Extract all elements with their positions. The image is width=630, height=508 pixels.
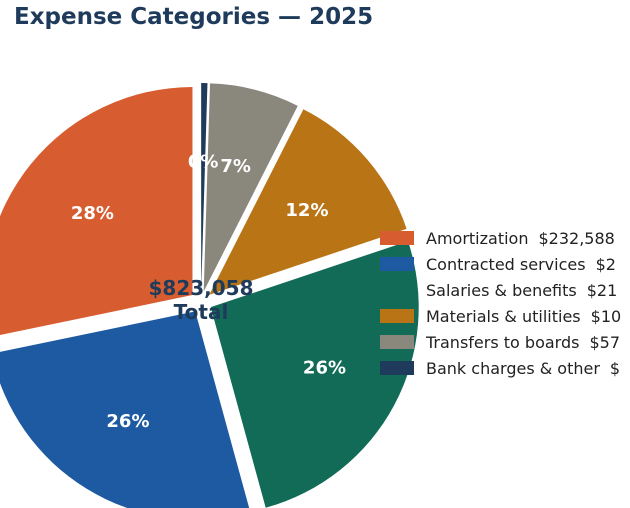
- pie-slice-transfers-to-boards: [203, 83, 298, 292]
- pie-slice-amortization: [0, 87, 193, 336]
- legend-swatch: [380, 335, 414, 349]
- legend-item-salaries-and-benefits: Salaries & benefits $21: [380, 277, 630, 303]
- pie-slices: [0, 83, 419, 508]
- legend-swatch: [380, 361, 414, 375]
- pie-percent-label-materials-and-utilities: 12%: [285, 200, 328, 221]
- legend-label: Bank charges & other: [426, 358, 600, 378]
- legend-label: Materials & utilities: [426, 306, 581, 326]
- legend-item-materials-and-utilities: Materials & utilities $10: [380, 303, 630, 329]
- pie-percent-label-amortization: 28%: [71, 203, 114, 224]
- chart-title: Expense Categories — 2025: [14, 4, 374, 30]
- pie-percent-label-bank-charges-and-other: 0%: [188, 152, 219, 173]
- legend-amount: $21: [586, 280, 618, 300]
- legend-item-contracted-services: Contracted services $2: [380, 251, 630, 277]
- legend-label: Amortization: [426, 228, 529, 248]
- pie-slice-contracted-services: [0, 311, 250, 508]
- legend-amount: $57: [589, 332, 620, 352]
- legend-amount: $10: [590, 306, 622, 326]
- legend-swatch: [380, 283, 414, 297]
- pie-percent-label-transfers-to-boards: 7%: [220, 156, 251, 177]
- legend-item-amortization: Amortization $232,588: [380, 225, 630, 251]
- pie-percent-label-contracted-services: 26%: [106, 411, 149, 432]
- legend-amount: $2: [595, 254, 616, 274]
- legend-amount: $232,588: [538, 228, 615, 248]
- pie-slice-salaries-and-benefits: [210, 241, 419, 508]
- legend-label: Contracted services: [426, 254, 586, 274]
- legend-item-transfers-to-boards: Transfers to boards $57: [380, 329, 630, 355]
- center-total-label: Total: [174, 300, 229, 324]
- center-total-value: $823,058: [148, 276, 253, 300]
- legend-item-bank-charges-and-other: Bank charges & other $: [380, 355, 630, 381]
- legend-amount: $: [609, 358, 621, 378]
- pie-percent-labels: 28% 26% 26% 12% 7%0%: [71, 152, 346, 432]
- legend: Amortization $232,588 Contracted services $…: [380, 225, 630, 381]
- pie-slice-materials-and-utilities: [209, 109, 407, 295]
- legend-swatch: [380, 257, 414, 271]
- legend-label: Salaries & benefits: [426, 280, 577, 300]
- legend-swatch: [380, 309, 414, 323]
- legend-swatch: [380, 231, 414, 245]
- legend-label: Transfers to boards: [426, 332, 580, 352]
- pie-slice-bank-charges-and-other: [201, 83, 208, 292]
- pie-percent-label-salaries-and-benefits: 26%: [303, 357, 346, 378]
